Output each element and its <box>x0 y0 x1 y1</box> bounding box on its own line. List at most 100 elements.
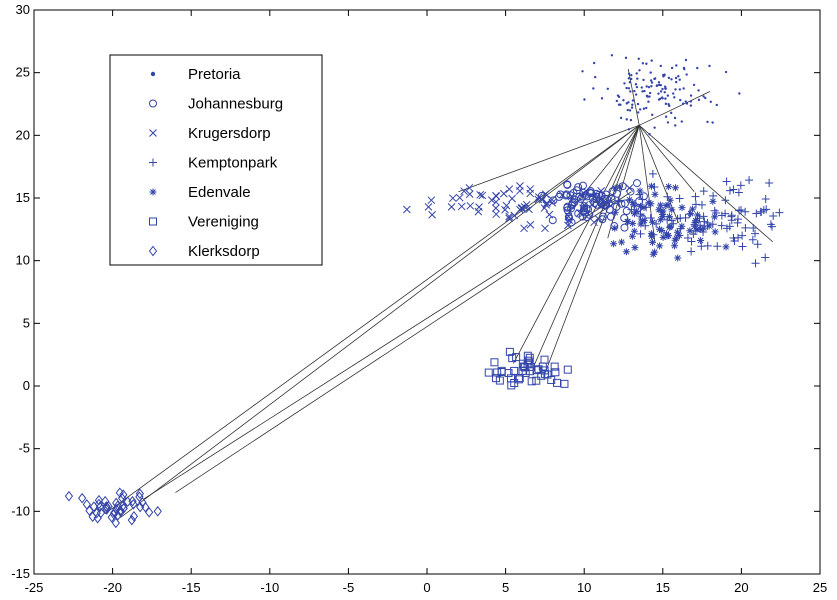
data-point <box>667 216 676 225</box>
data-point <box>447 202 456 211</box>
data-point <box>492 191 500 200</box>
data-point <box>64 490 74 502</box>
data-point <box>775 208 784 217</box>
data-point <box>639 108 642 111</box>
data-point <box>619 116 623 120</box>
data-point <box>686 227 694 235</box>
data-point <box>678 78 681 81</box>
series-vereniging <box>484 347 572 390</box>
data-point <box>615 197 624 206</box>
data-point <box>626 108 629 112</box>
data-point <box>516 182 524 190</box>
data-point <box>734 233 743 242</box>
data-point <box>129 498 138 510</box>
data-point <box>673 116 677 120</box>
data-point <box>637 220 645 228</box>
data-point <box>493 368 502 377</box>
data-point <box>508 354 517 363</box>
data-point <box>599 198 607 206</box>
data-point <box>768 222 777 231</box>
data-point <box>650 81 654 84</box>
data-point <box>671 242 679 250</box>
data-point <box>713 242 722 251</box>
data-point <box>659 83 662 87</box>
data-point <box>563 180 572 189</box>
data-point <box>683 233 692 242</box>
data-point <box>582 213 591 222</box>
data-point <box>592 87 595 90</box>
data-point <box>541 190 550 198</box>
data-point <box>645 106 648 110</box>
data-point <box>691 192 700 201</box>
data-point <box>663 230 671 238</box>
data-point <box>631 103 634 106</box>
data-point <box>685 102 689 105</box>
data-point <box>550 362 559 371</box>
y-tick-label: 25 <box>16 65 30 80</box>
data-point <box>616 183 624 191</box>
data-point <box>648 95 651 98</box>
data-point <box>671 184 679 192</box>
data-point <box>637 57 640 60</box>
data-point <box>527 377 536 386</box>
data-point <box>581 70 584 73</box>
data-point <box>735 206 744 215</box>
y-tick-label: 15 <box>16 190 30 205</box>
data-point <box>85 505 94 517</box>
data-point <box>622 248 630 256</box>
legend-label: Krugersdorp <box>188 125 271 142</box>
data-point <box>640 203 648 211</box>
data-point <box>642 78 645 82</box>
data-point <box>455 193 464 202</box>
x-tick-label: 25 <box>813 580 827 595</box>
data-point <box>537 371 546 380</box>
data-point <box>492 210 501 219</box>
data-point <box>709 197 717 205</box>
data-point <box>567 192 576 201</box>
data-point <box>657 92 660 95</box>
data-point <box>497 367 506 376</box>
data-point <box>685 73 688 76</box>
data-point <box>704 96 707 100</box>
data-point <box>592 189 601 198</box>
x-tick-label: 20 <box>734 580 748 595</box>
data-point <box>684 100 687 103</box>
data-point <box>730 236 739 245</box>
data-point <box>638 69 641 72</box>
data-point <box>656 201 664 209</box>
data-point <box>107 511 116 523</box>
data-point <box>501 205 509 214</box>
data-point <box>678 222 686 230</box>
data-point <box>670 111 673 115</box>
data-point <box>113 510 122 521</box>
data-point <box>505 214 513 223</box>
legend-label: Klerksdorp <box>188 243 260 260</box>
data-point <box>508 194 516 203</box>
data-point <box>602 190 611 199</box>
data-point <box>491 204 500 213</box>
data-point <box>119 489 128 501</box>
data-point <box>499 189 508 198</box>
data-point <box>523 351 532 360</box>
data-point <box>611 184 619 192</box>
connector-line <box>175 191 632 493</box>
data-point <box>110 507 119 518</box>
data-point <box>715 103 718 107</box>
data-point <box>738 231 747 240</box>
data-point <box>673 214 682 223</box>
connector-line <box>568 125 640 214</box>
y-tick-label: 10 <box>16 253 30 268</box>
x-tick-label: 15 <box>656 580 670 595</box>
data-point <box>674 76 678 80</box>
data-point <box>465 190 474 198</box>
data-point <box>606 87 610 90</box>
data-point <box>717 211 726 220</box>
data-point <box>558 190 567 199</box>
data-point <box>748 235 757 244</box>
data-point <box>610 54 614 57</box>
data-point <box>689 100 692 103</box>
y-tick-label: -5 <box>18 441 30 456</box>
data-point <box>691 222 699 230</box>
data-point <box>633 89 636 93</box>
data-point <box>525 353 534 362</box>
